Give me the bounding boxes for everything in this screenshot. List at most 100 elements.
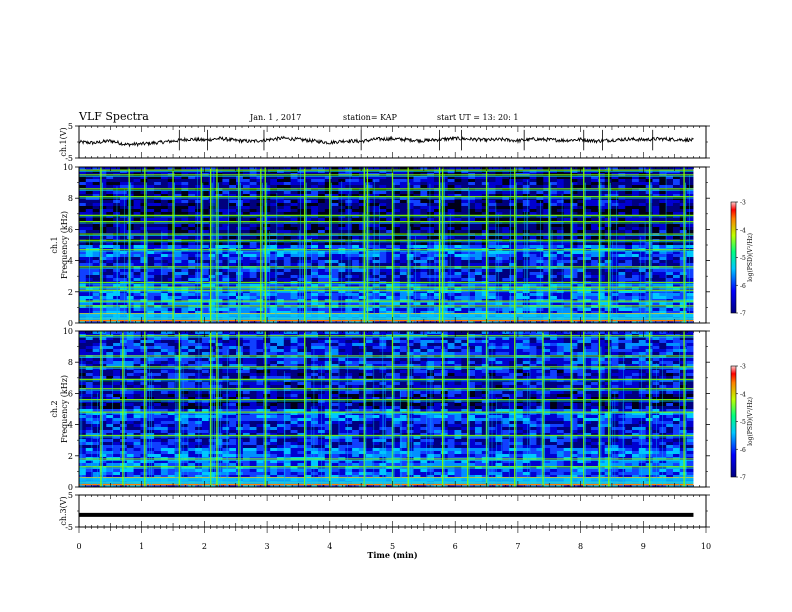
spectrogram-tile bbox=[324, 308, 332, 312]
spectrogram-tile bbox=[201, 221, 210, 225]
spectrogram-tile bbox=[324, 260, 332, 264]
spectrogram-tile bbox=[399, 311, 408, 315]
spectrogram-tile bbox=[215, 212, 223, 216]
spectrogram-tile bbox=[638, 311, 646, 315]
spectrogram-tile bbox=[399, 188, 408, 192]
spectrogram-tile bbox=[475, 251, 483, 255]
spectrogram-tile bbox=[386, 278, 394, 282]
spectrogram-tile bbox=[461, 284, 469, 288]
spectrogram-tile bbox=[345, 230, 353, 234]
spectrogram-tile bbox=[638, 278, 646, 282]
spectrogram-tile bbox=[413, 194, 421, 198]
spectrogram-tile bbox=[270, 179, 278, 183]
spectrogram-tile bbox=[673, 179, 681, 183]
spectrogram-tile bbox=[120, 233, 128, 237]
spectrogram-tile bbox=[236, 284, 244, 288]
spectrogram-tile bbox=[659, 263, 667, 267]
spectrogram-tile bbox=[372, 308, 380, 312]
spectrogram-tile bbox=[372, 331, 380, 335]
spectrogram-tile bbox=[625, 212, 633, 216]
spectrogram-tile bbox=[318, 185, 326, 189]
spectrogram-tile bbox=[495, 233, 503, 237]
spectrogram-tile bbox=[345, 263, 353, 267]
spectrogram-tile bbox=[563, 209, 571, 213]
spectrogram-tile bbox=[120, 242, 128, 246]
spectrogram-tile bbox=[454, 263, 462, 267]
spectrogram-tile bbox=[536, 233, 544, 237]
spectrogram-tile bbox=[556, 197, 565, 201]
spectrogram-tile bbox=[673, 278, 681, 282]
spectrogram-tile bbox=[597, 331, 606, 335]
spectrogram-tile bbox=[283, 191, 291, 195]
spectrogram-tile bbox=[475, 191, 483, 195]
spectrogram-tile bbox=[686, 191, 694, 195]
spectrogram-tile bbox=[154, 245, 162, 249]
spectrogram-tile bbox=[673, 254, 681, 258]
spectrogram-tile bbox=[543, 230, 551, 234]
spectrogram-tile bbox=[563, 176, 571, 180]
spectrogram-tile bbox=[242, 197, 251, 201]
spectrogram-tile bbox=[242, 233, 251, 237]
spectrogram-tile bbox=[618, 296, 626, 300]
spectrogram-tile bbox=[413, 179, 421, 183]
spectrogram-tile bbox=[543, 176, 551, 180]
spectrogram-tile bbox=[277, 185, 285, 189]
spectrogram-tile bbox=[290, 242, 298, 246]
spectrogram-tile bbox=[345, 236, 353, 240]
spectrogram-tile bbox=[352, 296, 360, 300]
spectrogram-tile bbox=[92, 224, 100, 228]
spectrogram-tile bbox=[434, 263, 442, 267]
spectrogram-tile bbox=[160, 209, 169, 213]
spectrogram-tile bbox=[597, 176, 606, 180]
spectrogram-tile bbox=[509, 242, 517, 246]
spectrogram-tile bbox=[543, 284, 551, 288]
spectrogram-tile bbox=[652, 230, 660, 234]
spectrogram-tile bbox=[215, 284, 223, 288]
spectrogram-tile bbox=[673, 212, 681, 216]
spectrogram-tile bbox=[447, 251, 455, 255]
spectrogram-tile bbox=[495, 218, 503, 222]
spectrogram-tile bbox=[160, 224, 169, 228]
spectrogram-tile bbox=[379, 278, 387, 282]
spectrogram-tile bbox=[304, 272, 312, 276]
spectrogram-tile bbox=[481, 269, 489, 273]
spectrogram-tile bbox=[468, 212, 476, 216]
spectrogram-tile bbox=[256, 263, 264, 267]
spectrogram-tile bbox=[154, 209, 162, 213]
spectrogram-tile bbox=[358, 233, 367, 237]
spectrogram-tile bbox=[372, 227, 380, 231]
spectrogram-tile bbox=[475, 275, 483, 279]
spectrogram-tile bbox=[304, 179, 312, 183]
spectrogram-tile bbox=[611, 263, 619, 267]
spectrogram-tile bbox=[502, 278, 510, 282]
spectrogram-tile bbox=[509, 188, 517, 192]
spectrogram-tile bbox=[277, 284, 285, 288]
spectrogram-tile bbox=[550, 167, 558, 171]
spectrogram-tile bbox=[133, 296, 141, 300]
spectrogram-tile bbox=[188, 266, 196, 270]
spectrogram-tile bbox=[249, 302, 257, 306]
spectrogram-tile bbox=[290, 263, 298, 267]
spectrogram-tile bbox=[577, 182, 585, 186]
spectrogram-tile bbox=[434, 269, 442, 273]
spectrogram-tile bbox=[154, 194, 162, 198]
spectrogram-tile bbox=[215, 293, 223, 297]
spectrogram-tile bbox=[304, 188, 312, 192]
spectrogram-tile bbox=[515, 233, 524, 237]
spectrogram-tile bbox=[236, 278, 244, 282]
spectrogram-tile bbox=[550, 263, 558, 267]
spectrogram-tile bbox=[427, 230, 435, 234]
spectrogram-tile bbox=[256, 185, 264, 189]
spectrogram-tile bbox=[488, 257, 496, 261]
spectrogram-tile bbox=[106, 185, 114, 189]
spectrogram-tile bbox=[393, 194, 401, 198]
spectrogram-tile bbox=[529, 221, 537, 225]
spectrogram-tile bbox=[201, 293, 210, 297]
spectrogram-tile bbox=[249, 293, 257, 297]
spectrogram-tile bbox=[393, 167, 401, 171]
spectrogram-tile bbox=[195, 245, 203, 249]
spectrogram-tile bbox=[345, 254, 353, 258]
spectrogram-tile bbox=[154, 254, 162, 258]
spectrogram-tile bbox=[140, 263, 148, 267]
spectrogram-tile bbox=[427, 191, 435, 195]
